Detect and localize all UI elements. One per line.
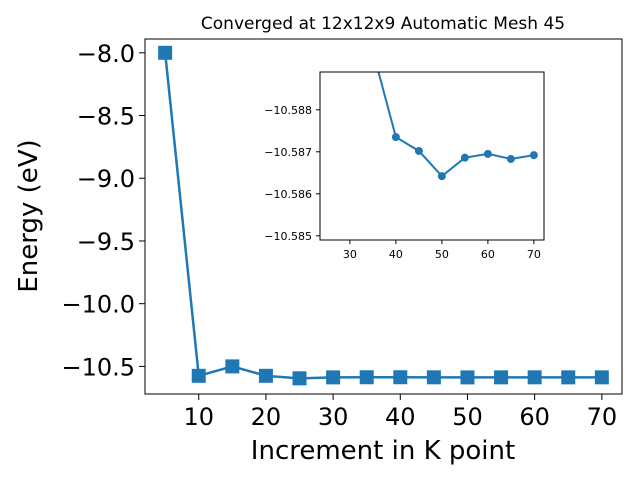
main-x-tick-label: 40	[385, 403, 416, 431]
inset-data-point	[391, 133, 400, 142]
main-y-tick-label: −9.5	[77, 228, 135, 256]
main-data-point	[426, 370, 441, 385]
inset-data-point	[437, 172, 446, 181]
inset-y-tick-label: −10.587	[264, 146, 312, 159]
inset-data-point	[460, 153, 469, 162]
inset-x-tick-label: 50	[435, 248, 449, 261]
inset-x-tick-label: 70	[527, 248, 541, 261]
main-x-tick-label: 10	[183, 403, 214, 431]
main-x-tick-label: 20	[251, 403, 282, 431]
main-data-point	[191, 368, 206, 383]
inset-y-tick-label: −10.588	[264, 104, 312, 117]
chart-title: Converged at 12x12x9 Automatic Mesh 45	[201, 14, 565, 34]
inset-frame	[319, 71, 545, 241]
main-data-point	[460, 370, 475, 385]
inset-data-point	[529, 151, 538, 160]
y-axis-label: Energy (eV)	[14, 139, 44, 292]
inset-background	[320, 72, 544, 240]
main-y-tick-label: −9.0	[77, 165, 135, 193]
inset-data-point	[483, 149, 492, 158]
main-data-point	[594, 370, 609, 385]
main-y-tick-label: −10.5	[61, 353, 135, 381]
main-data-point	[326, 370, 341, 385]
main-data-point	[225, 359, 240, 374]
main-x-tick-label: 70	[587, 403, 618, 431]
main-data-point	[527, 370, 542, 385]
inset-y-tick-label: −10.585	[264, 230, 312, 243]
main-data-point	[494, 370, 509, 385]
main-frame	[144, 38, 623, 395]
main-y-tick-label: −8.0	[77, 40, 135, 68]
inset-x-tick-label: 40	[389, 248, 403, 261]
main-data-point	[258, 368, 273, 383]
x-axis-label: Increment in K point	[251, 436, 515, 466]
main-data-point	[393, 370, 408, 385]
inset-data-point	[414, 146, 423, 155]
inset-x-tick-label: 30	[343, 248, 357, 261]
main-y-tick-label: −10.0	[61, 291, 135, 319]
inset-y-tick-label: −10.586	[264, 188, 312, 201]
main-data-point	[561, 370, 576, 385]
main-plot: 10 20 30 40 50 60 70 −8.0 −8.5 −9.0 −9.5 −10.0 −10.5	[61, 38, 623, 431]
main-x-tick-label: 50	[452, 403, 483, 431]
main-y-tick-label: −8.5	[77, 103, 135, 131]
inset-plot: 30 40 50 60 70 −10.588 −10.587 −10.586 −10.585	[264, 71, 545, 261]
inset-data-point	[506, 154, 515, 163]
main-x-tick-label: 60	[519, 403, 550, 431]
main-data-point	[292, 371, 307, 386]
main-data-point	[158, 45, 173, 60]
main-x-tick-label: 30	[318, 403, 349, 431]
main-data-point	[359, 370, 374, 385]
inset-x-tick-label: 60	[481, 248, 495, 261]
